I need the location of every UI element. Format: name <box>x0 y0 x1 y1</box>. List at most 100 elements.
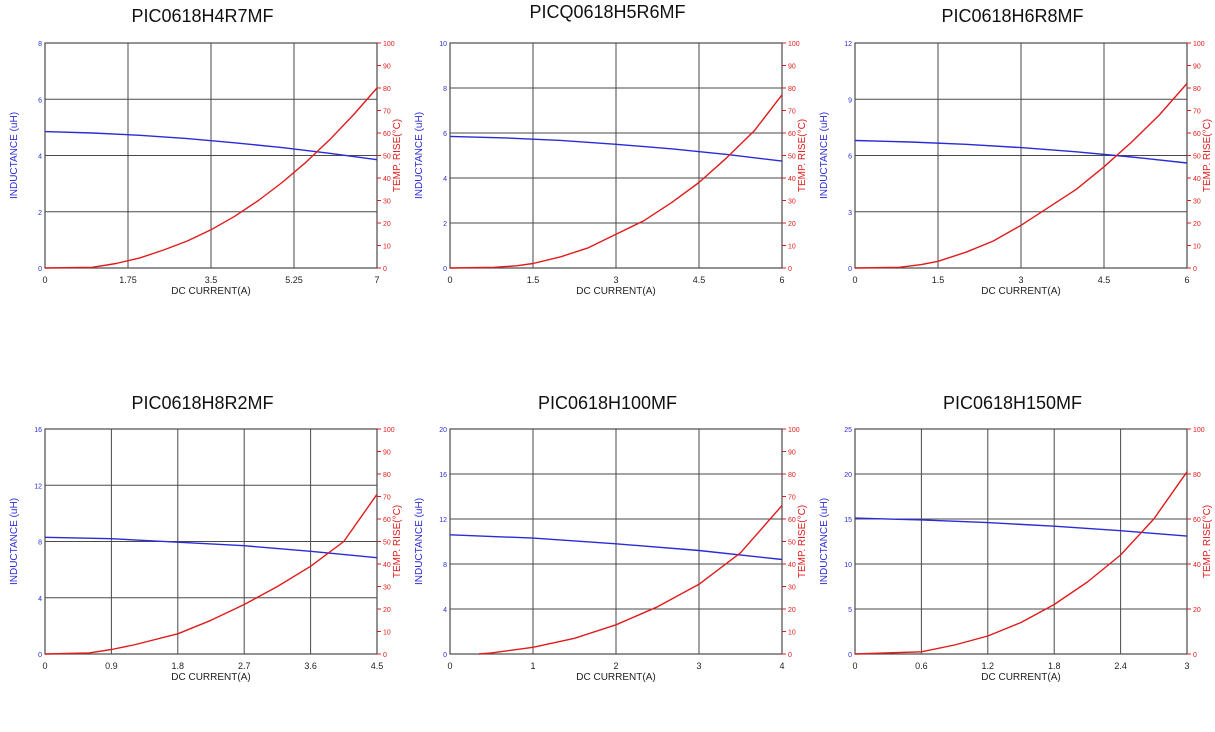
y-left-tick-label: 2 <box>443 221 447 228</box>
y-left-tick-label: 0 <box>38 652 42 659</box>
chart-svg: 0 0.9 1.8 2.7 3.6 4.5 0 4 8 12 16 0 10 20 30 40 50 60 70 80… <box>9 427 403 683</box>
x-tick-label: 0 <box>42 661 47 671</box>
y-right-tick-label: 0 <box>1193 266 1197 273</box>
y-left-tick-label: 4 <box>38 596 42 603</box>
y-right-tick-label: 100 <box>1193 427 1205 434</box>
y-right-tick-label: 90 <box>1193 64 1201 71</box>
x-tick-label: 5.25 <box>285 275 303 285</box>
x-tick-label: 3.5 <box>205 275 218 285</box>
y-right-tick-label: 0 <box>1193 652 1197 659</box>
x-axis-label: DC CURRENT(A) <box>171 286 250 297</box>
y-right-tick-label: 10 <box>788 630 796 637</box>
chart-title: PIC0618H4R7MF <box>131 6 274 26</box>
y-left-tick-label: 4 <box>38 154 42 161</box>
x-tick-label: 3 <box>1184 661 1189 671</box>
y-right-tick-label: 90 <box>383 64 391 71</box>
y-right-tick-label: 30 <box>788 585 796 592</box>
inductance-series-line <box>44 130 378 161</box>
y-left-axis-label: INDUCTANCE (uH) <box>819 498 830 585</box>
y-left-tick-label: 0 <box>443 266 447 273</box>
y-right-tick-label: 30 <box>383 199 391 206</box>
y-left-tick-label: 0 <box>443 652 447 659</box>
inductance-series-line <box>449 534 783 561</box>
x-tick-label: 3 <box>1018 275 1023 285</box>
y-left-tick-label: 8 <box>38 41 42 48</box>
chart-title: PIC0618H150MF <box>942 393 1083 413</box>
y-left-tick-label: 12 <box>439 517 447 524</box>
inductance-series-line <box>854 517 1188 537</box>
temp-rise-series-line <box>44 493 378 655</box>
y-right-tick-label: 40 <box>788 562 796 569</box>
chart-panel: PIC0618H100MF 0 1 2 3 4 0 4 8 12 16 20 0 10 20 30 40 50 60… <box>405 386 810 732</box>
y-left-tick-label: 8 <box>443 562 447 569</box>
y-right-tick-label: 40 <box>788 176 796 183</box>
y-left-tick-label: 25 <box>844 427 852 434</box>
y-left-tick-label: 16 <box>34 427 42 434</box>
temp-rise-series-line <box>854 471 1188 655</box>
y-left-tick-label: 8 <box>38 540 42 547</box>
y-right-tick-label: 20 <box>383 607 391 614</box>
temp-rise-series-line <box>44 87 378 269</box>
y-right-tick-label: 20 <box>788 607 796 614</box>
y-right-axis-label: TEMP. RISE(°C) <box>797 505 808 578</box>
y-right-tick-label: 10 <box>383 244 391 251</box>
y-left-axis-label: INDUCTANCE (uH) <box>414 498 425 585</box>
y-right-tick-label: 30 <box>1193 199 1201 206</box>
y-left-tick-label: 12 <box>844 41 852 48</box>
x-tick-label: 2.7 <box>238 661 251 671</box>
x-axis-label: DC CURRENT(A) <box>576 286 655 297</box>
x-tick-label: 6 <box>779 275 784 285</box>
y-right-tick-label: 100 <box>788 41 800 48</box>
chart-grid: PIC0618H4R7MF 0 1.75 3.5 5.25 7 0 2 4 6 8 0 10 20 30 40… <box>0 0 1215 683</box>
y-right-tick-label: 90 <box>383 450 391 457</box>
y-right-tick-label: 40 <box>383 176 391 183</box>
x-tick-label: 2 <box>613 661 618 671</box>
chart-panel: PIC0618H4R7MF 0 1.75 3.5 5.25 7 0 2 4 6 8 0 10 20 30 40… <box>0 0 405 346</box>
y-right-axis-label: TEMP. RISE(°C) <box>1202 119 1213 192</box>
y-right-tick-label: 20 <box>788 221 796 228</box>
y-right-tick-label: 50 <box>788 154 796 161</box>
y-left-tick-label: 6 <box>848 154 852 161</box>
x-tick-label: 1.5 <box>527 275 540 285</box>
y-right-tick-label: 60 <box>1193 131 1201 138</box>
y-left-tick-label: 15 <box>844 517 852 524</box>
y-left-tick-label: 6 <box>38 97 42 104</box>
plot-frame <box>854 428 1188 655</box>
y-right-tick-label: 0 <box>788 652 792 659</box>
y-right-tick-label: 60 <box>1193 517 1201 524</box>
x-tick-label: 1.75 <box>119 275 137 285</box>
y-left-tick-label: 9 <box>848 97 852 104</box>
x-tick-label: 0 <box>447 275 452 285</box>
y-right-tick-label: 0 <box>383 266 387 273</box>
x-tick-label: 0 <box>42 275 47 285</box>
inductance-series-line <box>44 536 378 559</box>
y-right-tick-label: 100 <box>1193 41 1205 48</box>
y-right-tick-label: 70 <box>788 109 796 116</box>
y-right-tick-label: 80 <box>788 86 796 93</box>
y-right-tick-label: 40 <box>383 562 391 569</box>
y-right-tick-label: 20 <box>1193 607 1201 614</box>
y-left-tick-label: 8 <box>443 86 447 93</box>
y-right-tick-label: 30 <box>383 585 391 592</box>
y-left-tick-label: 0 <box>848 266 852 273</box>
y-right-tick-label: 100 <box>383 41 395 48</box>
x-tick-label: 1.8 <box>172 661 185 671</box>
temp-rise-series-line <box>854 83 1188 269</box>
y-right-tick-label: 70 <box>383 495 391 502</box>
y-right-tick-label: 10 <box>383 630 391 637</box>
chart-panel: PIC0618H6R8MF 0 1.5 3 4.5 6 0 3 6 9 12 0 10 20 30 40 50 6… <box>810 0 1215 346</box>
x-tick-label: 7 <box>374 275 379 285</box>
x-tick-label: 4.5 <box>371 661 384 671</box>
x-tick-label: 1.8 <box>1048 661 1061 671</box>
y-right-tick-label: 50 <box>788 540 796 547</box>
chart-svg: 0 1.5 3 4.5 60369120102030405060708090100DC … <box>819 41 1213 297</box>
chart-title: PICQ0618H5R6MF <box>529 2 686 22</box>
y-right-tick-label: 40 <box>1193 176 1201 183</box>
chart-panel: PIC0618H8R2MF 0 0.9 1.8 2.7 3.6 4.5 0 4 8 12 16 0 10 2… <box>0 386 405 732</box>
chart-title: PIC0618H6R8MF <box>941 6 1084 26</box>
y-left-tick-label: 2 <box>38 210 42 217</box>
y-right-tick-label: 80 <box>1193 86 1201 93</box>
x-tick-label: 3 <box>696 661 701 671</box>
y-left-tick-label: 12 <box>34 483 42 490</box>
x-tick-label: 0 <box>852 275 857 285</box>
